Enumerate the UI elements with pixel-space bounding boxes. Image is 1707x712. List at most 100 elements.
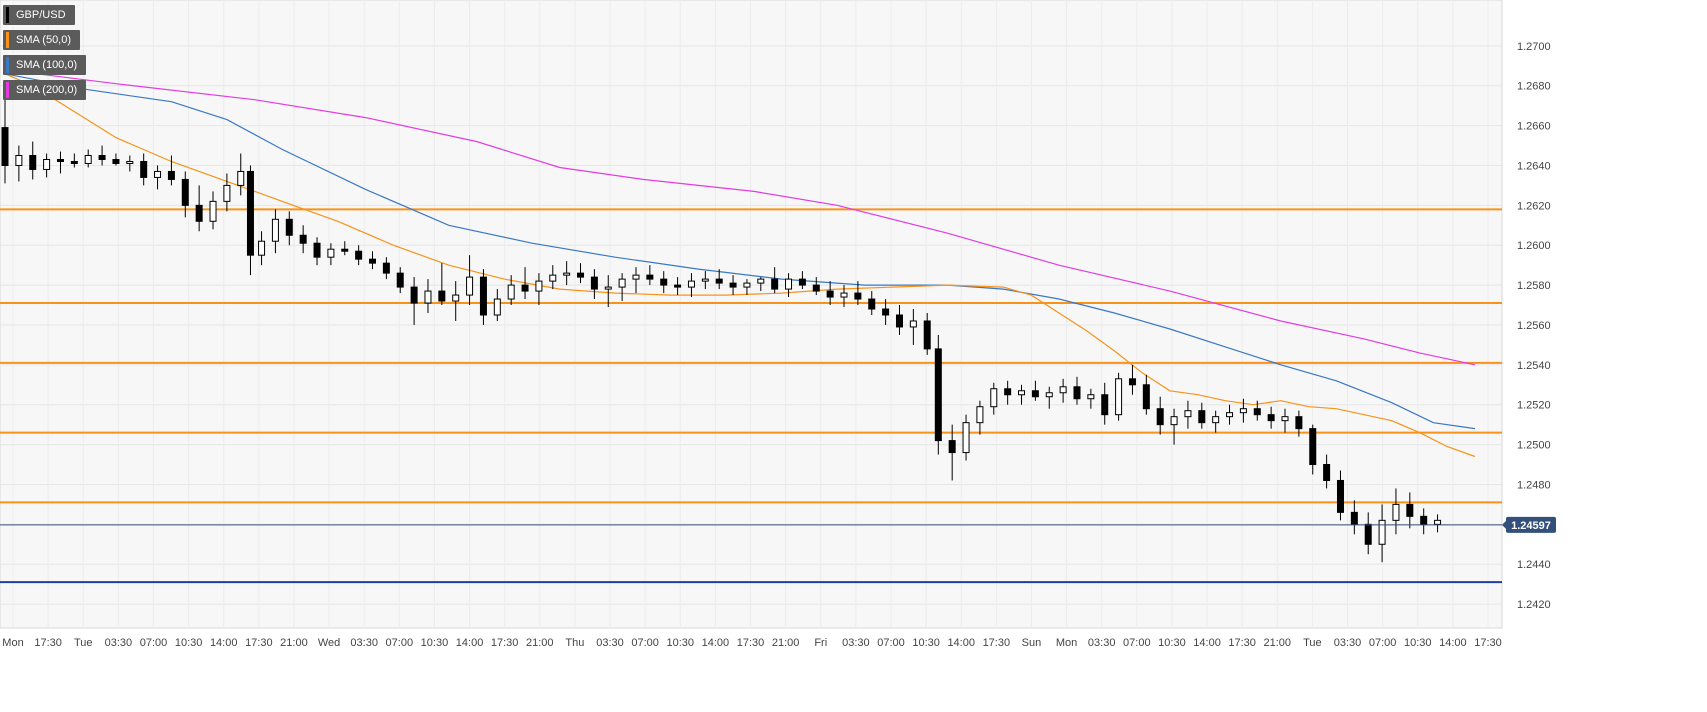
candle-body xyxy=(1281,416,1289,422)
x-tick-label: Mon xyxy=(2,637,23,649)
candle-body xyxy=(154,170,162,178)
y-tick-label: 1.2700 xyxy=(1517,41,1551,53)
x-tick-label: 10:30 xyxy=(175,637,203,649)
y-tick-label: 1.2620 xyxy=(1517,200,1551,212)
candle-body xyxy=(990,388,998,408)
candle-body xyxy=(126,160,134,164)
x-tick-label: 07:00 xyxy=(631,637,659,649)
x-tick-label: 21:00 xyxy=(280,637,308,649)
candle-body xyxy=(948,440,956,454)
legend-item-sma-200[interactable]: SMA (200,0) xyxy=(3,80,87,100)
candle-body xyxy=(181,178,189,206)
legend-swatch-sma-50 xyxy=(6,32,9,48)
candle-body xyxy=(1087,394,1095,400)
candle-body xyxy=(798,278,806,286)
candle-body xyxy=(396,272,404,288)
candle-body xyxy=(590,276,598,290)
y-tick-label: 1.2480 xyxy=(1517,479,1551,491)
legend-item-sma-100[interactable]: SMA (100,0) xyxy=(3,55,87,75)
candle-body xyxy=(98,155,106,160)
x-tick-label: 14:00 xyxy=(702,637,730,649)
candle-body xyxy=(660,278,668,286)
candle-body xyxy=(549,274,557,282)
price-tag-label: 1.24597 xyxy=(1511,520,1551,532)
candle-body xyxy=(812,284,820,292)
candle-body xyxy=(1142,384,1150,410)
candle-body xyxy=(424,290,432,304)
x-tick-label: Tue xyxy=(74,637,93,649)
candle-body xyxy=(1336,479,1344,513)
candle-body xyxy=(1059,386,1067,394)
candle-body xyxy=(674,284,682,288)
candle-body xyxy=(868,298,876,310)
candle-body xyxy=(29,155,37,170)
candle-body xyxy=(258,240,266,256)
x-tick-label: 14:00 xyxy=(1193,637,1221,649)
y-tick-label: 1.2560 xyxy=(1517,320,1551,332)
candle-body xyxy=(1392,503,1400,521)
y-tick-label: 1.2580 xyxy=(1517,280,1551,292)
y-tick-label: 1.2520 xyxy=(1517,400,1551,412)
candle-body xyxy=(632,274,640,280)
candle-body xyxy=(1239,408,1247,414)
candle-body xyxy=(923,320,931,350)
candle-body xyxy=(646,274,654,280)
x-tick-label: 21:00 xyxy=(1264,637,1292,649)
candle-body xyxy=(1378,519,1386,545)
candle-body xyxy=(70,160,78,164)
candle-body xyxy=(1170,416,1178,426)
candle-body xyxy=(577,272,585,278)
x-tick-label: 10:30 xyxy=(912,637,940,649)
candle-body xyxy=(826,290,834,298)
candle-body xyxy=(493,298,501,316)
y-tick-label: 1.2420 xyxy=(1517,599,1551,611)
candle-body xyxy=(1267,414,1275,422)
candle-body xyxy=(507,284,515,300)
y-tick-label: 1.2500 xyxy=(1517,440,1551,452)
chart-legend: GBP/USD SMA (50,0) SMA (100,0) SMA (200,… xyxy=(3,5,87,105)
candle-body xyxy=(1073,386,1081,400)
candle-body xyxy=(246,170,254,256)
legend-item-sma-50[interactable]: SMA (50,0) xyxy=(3,30,81,50)
x-tick-label: 10:30 xyxy=(1404,637,1432,649)
candle-body xyxy=(369,258,376,264)
x-tick-label: 03:30 xyxy=(842,637,870,649)
candle-body xyxy=(299,234,307,244)
x-tick-label: 14:00 xyxy=(456,637,484,649)
candle-body xyxy=(1226,412,1234,418)
candle-body xyxy=(438,290,446,302)
candle-body xyxy=(271,218,279,242)
legend-item-gbpusd[interactable]: GBP/USD xyxy=(3,5,75,25)
candle-body xyxy=(1101,394,1109,416)
candle-body xyxy=(771,278,779,290)
sma-50-line xyxy=(4,73,1476,458)
candle-body xyxy=(1309,428,1317,466)
y-tick-label: 1.2660 xyxy=(1517,121,1551,133)
candle-body xyxy=(1128,378,1136,386)
candle-body xyxy=(1004,388,1012,396)
candle-body xyxy=(840,292,848,298)
candle-body xyxy=(410,286,418,304)
x-tick-label: 07:00 xyxy=(140,637,168,649)
candle-body xyxy=(1406,503,1414,517)
x-tick-label: Wed xyxy=(318,637,340,649)
candle-body xyxy=(1045,392,1053,398)
x-tick-label: Thu xyxy=(565,637,584,649)
y-tick-label: 1.2640 xyxy=(1517,160,1551,172)
candle-body xyxy=(882,308,890,316)
candle-body xyxy=(479,276,487,316)
x-tick-label: 10:30 xyxy=(421,637,449,649)
candle-body xyxy=(452,294,460,302)
candle-body xyxy=(1364,523,1372,545)
sma-200-line xyxy=(4,69,1476,366)
x-tick-label: 10:30 xyxy=(1158,637,1186,649)
x-tick-label: 21:00 xyxy=(526,637,554,649)
candle-body xyxy=(1115,378,1123,416)
y-tick-label: 1.2600 xyxy=(1517,240,1551,252)
price-tag xyxy=(1506,516,1556,533)
candle-body xyxy=(355,250,363,260)
candle-body xyxy=(1031,390,1039,398)
candle-body xyxy=(962,422,970,454)
candle-body xyxy=(909,320,917,328)
